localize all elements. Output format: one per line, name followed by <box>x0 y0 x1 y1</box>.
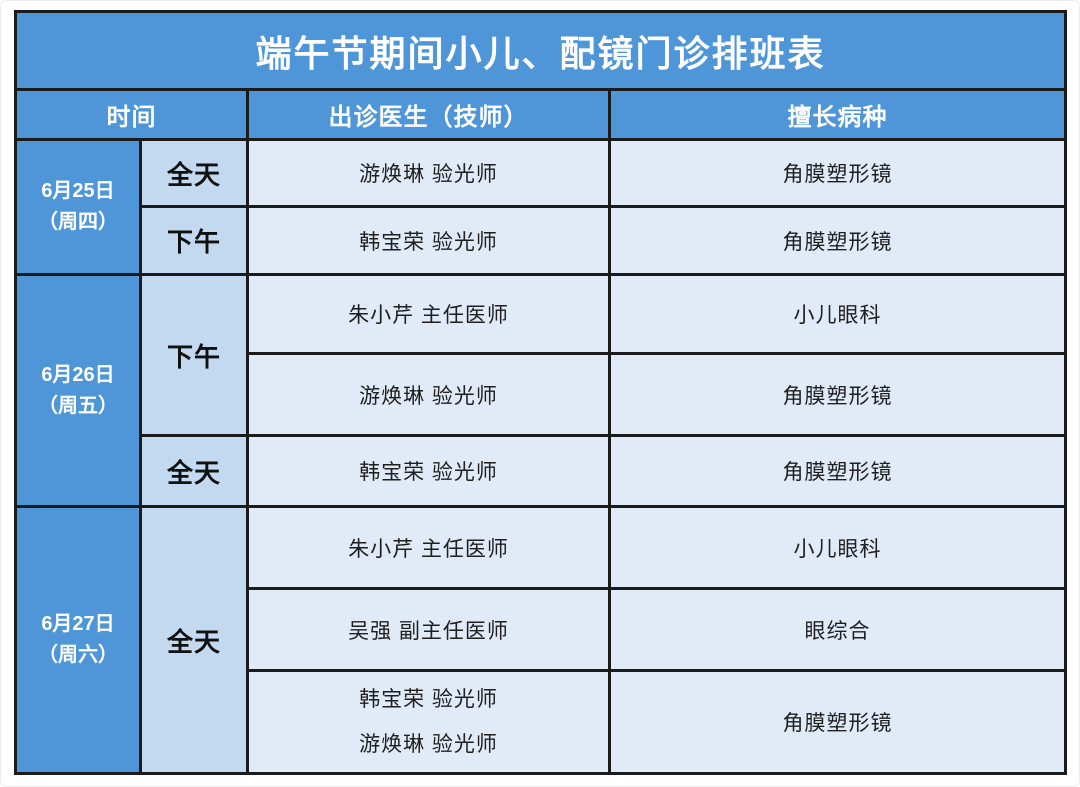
table-title: 端午节期间小儿、配镜门诊排班表 <box>13 10 1068 91</box>
duty-schedule-table: 端午节期间小儿、配镜门诊排班表 时间 出诊医生（技师） 擅长病种 6月25日 （… <box>13 10 1068 775</box>
specialty-cell: 角膜塑形镜 <box>607 352 1068 437</box>
date-cell-jun25: 6月25日 （周四） <box>14 138 142 276</box>
column-header-time: 时间 <box>14 88 249 141</box>
specialty-cell: 角膜塑形镜 <box>607 669 1068 775</box>
specialty-cell: 小儿眼科 <box>607 505 1068 590</box>
specialty-cell: 角膜塑形镜 <box>607 434 1068 508</box>
doctor-cell: 韩宝荣 验光师 游焕琳 验光师 <box>246 669 611 775</box>
time-cell: 全天 <box>139 505 249 775</box>
date-cell-jun27: 6月27日 （周六） <box>14 505 142 775</box>
time-cell: 全天 <box>139 434 249 508</box>
doctor-cell: 韩宝荣 验光师 <box>246 205 611 276</box>
time-cell: 下午 <box>139 273 249 437</box>
specialty-cell: 小儿眼科 <box>607 273 1068 355</box>
column-header-specialty: 擅长病种 <box>607 88 1068 141</box>
time-cell: 下午 <box>139 205 249 276</box>
specialty-cell: 眼综合 <box>607 587 1068 672</box>
column-header-doctor: 出诊医生（技师） <box>246 88 611 141</box>
time-cell: 全天 <box>139 138 249 208</box>
doctor-cell: 游焕琳 验光师 <box>246 352 611 437</box>
doctor-cell: 韩宝荣 验光师 <box>246 434 611 508</box>
doctor-cell: 朱小芹 主任医师 <box>246 505 611 590</box>
doctor-cell: 朱小芹 主任医师 <box>246 273 611 355</box>
date-cell-jun26: 6月26日 （周五） <box>14 273 142 508</box>
doctor-cell: 游焕琳 验光师 <box>246 138 611 208</box>
specialty-cell: 角膜塑形镜 <box>607 138 1068 208</box>
doctor-cell: 吴强 副主任医师 <box>246 587 611 672</box>
specialty-cell: 角膜塑形镜 <box>607 205 1068 276</box>
